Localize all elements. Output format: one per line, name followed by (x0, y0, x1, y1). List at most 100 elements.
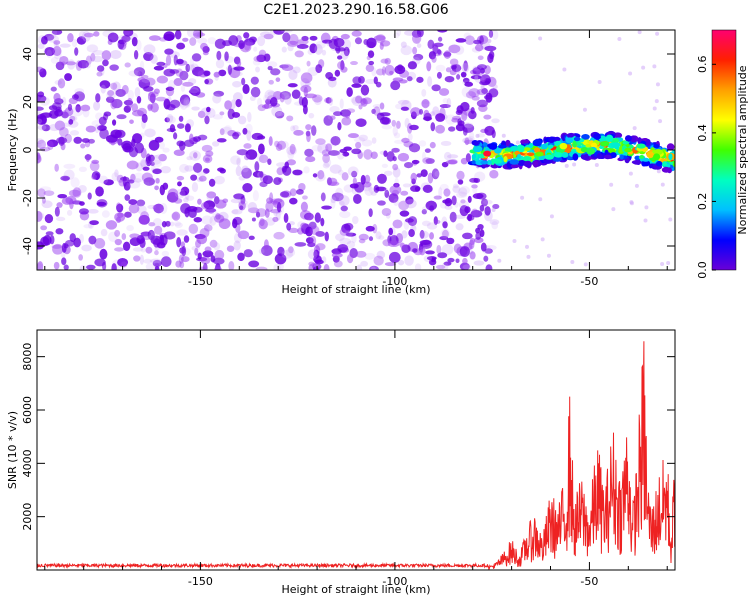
x-tick-label: -50 (580, 275, 598, 288)
noise-speckle (231, 209, 243, 215)
signal-cell (471, 153, 477, 159)
noise-speckle (306, 131, 311, 143)
noise-speckle (158, 153, 167, 162)
noise-speckle (136, 205, 147, 215)
noise-speckle (134, 142, 145, 154)
noise-speckle (394, 177, 399, 187)
faint-speckle (660, 262, 665, 267)
noise-speckle (59, 43, 71, 48)
noise-speckle (355, 95, 363, 104)
noise-speckle (166, 114, 174, 123)
noise-speckle (463, 60, 468, 72)
noise-speckle (311, 144, 323, 152)
noise-speckle (441, 262, 449, 270)
noise-speckle (360, 84, 370, 96)
noise-speckle (176, 58, 184, 65)
noise-speckle (419, 230, 429, 239)
noise-speckle (143, 177, 155, 186)
noise-speckle (179, 70, 189, 81)
colorbar-tick-label: 0.2 (696, 193, 709, 211)
noise-speckle (259, 181, 268, 188)
noise-speckle (133, 255, 141, 262)
noise-speckle (449, 69, 457, 76)
noise-speckle (270, 198, 283, 203)
noise-speckle (117, 138, 123, 146)
noise-speckle (330, 198, 336, 209)
noise-speckle (41, 200, 53, 209)
noise-speckle (114, 229, 121, 237)
signal-cell (572, 153, 579, 161)
noise-speckle (459, 262, 470, 270)
noise-speckle (180, 103, 185, 108)
noise-speckle (290, 125, 296, 132)
noise-speckle (224, 100, 233, 110)
noise-speckle (419, 108, 424, 115)
noise-speckle (259, 218, 265, 227)
noise-speckle (381, 163, 389, 169)
noise-speckle (392, 163, 399, 171)
noise-speckle (484, 248, 493, 254)
noise-speckle (414, 36, 420, 44)
noise-speckle (381, 66, 386, 76)
noise-speckle (273, 208, 278, 217)
noise-speckle (185, 63, 191, 73)
signal-cell (497, 144, 507, 149)
noise-speckle (237, 115, 247, 125)
noise-speckle (397, 99, 410, 105)
noise-speckle (330, 115, 336, 120)
noise-speckle (74, 47, 79, 56)
noise-speckle (91, 55, 104, 63)
noise-speckle (397, 259, 405, 266)
faint-speckle (546, 253, 551, 258)
noise-speckle (233, 240, 241, 251)
noise-speckle (124, 194, 131, 201)
faint-speckle (540, 237, 545, 242)
faint-speckle (515, 140, 520, 145)
noise-speckle (273, 30, 285, 35)
noise-speckle (427, 39, 435, 50)
noise-speckle (419, 240, 432, 245)
noise-speckle (427, 172, 434, 184)
noise-speckle (460, 71, 467, 78)
noise-speckle (141, 113, 148, 123)
noise-speckle (37, 261, 44, 270)
noise-speckle (105, 134, 118, 143)
noise-speckle (443, 261, 452, 266)
faint-speckle (512, 238, 517, 243)
noise-speckle (207, 37, 217, 45)
noise-speckle (339, 98, 344, 109)
noise-speckle (131, 36, 138, 47)
y-tick-label: 6000 (21, 396, 34, 424)
noise-speckle (86, 264, 96, 270)
faint-speckle (583, 262, 588, 267)
noise-speckle (333, 37, 345, 48)
noise-speckle (416, 76, 424, 83)
spectrogram-x-label: Height of straight line (km) (281, 283, 430, 296)
noise-speckle (455, 223, 464, 231)
noise-speckle (88, 138, 95, 144)
noise-speckle (173, 78, 183, 86)
noise-speckle (451, 117, 460, 123)
noise-speckle (388, 251, 401, 263)
noise-speckle (491, 30, 499, 40)
noise-speckle (286, 159, 297, 166)
noise-speckle (215, 213, 221, 220)
noise-speckle (445, 67, 452, 73)
noise-speckle (379, 116, 390, 125)
signal-cell (486, 160, 492, 166)
noise-speckle (351, 30, 362, 37)
noise-speckle (43, 46, 54, 56)
faint-speckle (564, 163, 569, 168)
noise-speckle (206, 106, 211, 113)
noise-speckle (472, 185, 478, 194)
noise-speckle (393, 198, 399, 206)
signal-cell (544, 154, 554, 160)
noise-speckle (426, 61, 432, 72)
noise-speckle (247, 202, 258, 213)
noise-speckle (105, 96, 115, 103)
noise-speckle (218, 69, 227, 77)
noise-speckle (479, 204, 485, 212)
noise-speckle (235, 165, 242, 177)
noise-speckle (312, 173, 318, 178)
noise-speckle (183, 235, 190, 243)
